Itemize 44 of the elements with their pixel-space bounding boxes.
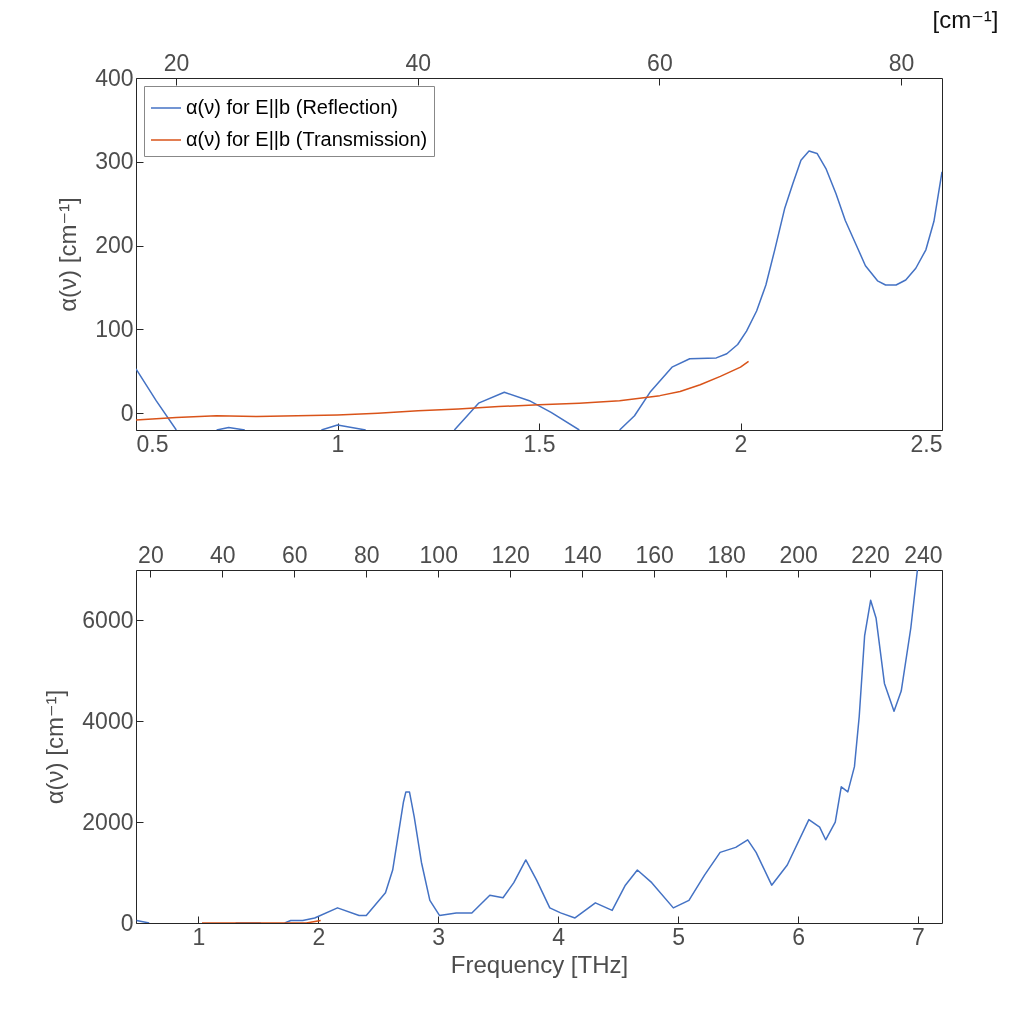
x-tick-label: 5 bbox=[672, 923, 686, 950]
legend-label: α(ν) for E||b (Transmission) bbox=[186, 128, 428, 150]
x2-axis-title: [cm⁻¹] bbox=[932, 5, 999, 33]
x2-tick-label: 140 bbox=[563, 541, 602, 568]
x2-tick-label: 180 bbox=[707, 541, 746, 568]
y-tick-label: 2000 bbox=[82, 808, 134, 835]
x-tick-label: 1 bbox=[192, 923, 206, 950]
x-tick-label: 1.5 bbox=[523, 430, 556, 457]
x2-tick-label: 240 bbox=[904, 541, 943, 568]
x2-tick-label: 40 bbox=[405, 49, 432, 76]
y-tick-label: 400 bbox=[95, 64, 134, 91]
x2-tick-label: 80 bbox=[353, 541, 380, 568]
y-tick-label: 0 bbox=[120, 399, 134, 426]
x2-tick-label: 40 bbox=[210, 541, 236, 568]
x2-tick-label: 60 bbox=[647, 49, 673, 76]
legend-label: α(ν) for E||b (Reflection) bbox=[186, 96, 399, 118]
y-tick-label: 0 bbox=[120, 909, 134, 936]
x2-tick-label: 80 bbox=[888, 49, 915, 76]
y-tick-label: 4000 bbox=[82, 707, 134, 734]
x2-tick-label: 200 bbox=[779, 541, 818, 568]
x-tick-label: 2 bbox=[312, 923, 326, 950]
x-tick-label: 1 bbox=[331, 430, 345, 457]
y-axis-title: α(ν) [cm⁻¹] bbox=[41, 689, 69, 805]
y-tick-label: 6000 bbox=[82, 606, 134, 633]
x2-tick-label: 120 bbox=[491, 541, 530, 568]
x-tick-label: 6 bbox=[792, 923, 805, 950]
x2-tick-label: 20 bbox=[138, 541, 164, 568]
x-tick-label: 3 bbox=[432, 923, 446, 950]
x2-tick-label: 160 bbox=[635, 541, 674, 568]
x-tick-label: 4 bbox=[552, 923, 566, 950]
x-tick-label: 2 bbox=[734, 430, 748, 457]
line-series bbox=[136, 360, 750, 421]
x-tick-label: 7 bbox=[912, 923, 925, 950]
y-tick-label: 100 bbox=[95, 315, 134, 342]
y-axis-title: α(ν) [cm⁻¹] bbox=[54, 197, 82, 312]
x2-tick-label: 100 bbox=[419, 541, 458, 568]
x2-tick-label: 20 bbox=[163, 49, 190, 76]
x-tick-label: 0.5 bbox=[136, 430, 169, 457]
y-tick-label: 200 bbox=[95, 232, 134, 259]
x-tick-label: 2.5 bbox=[910, 430, 943, 457]
x2-tick-label: 220 bbox=[851, 541, 890, 568]
y-tick-label: 300 bbox=[95, 148, 134, 175]
x-axis-title: Frequency [THz] bbox=[450, 950, 629, 978]
x2-tick-label: 60 bbox=[282, 541, 308, 568]
